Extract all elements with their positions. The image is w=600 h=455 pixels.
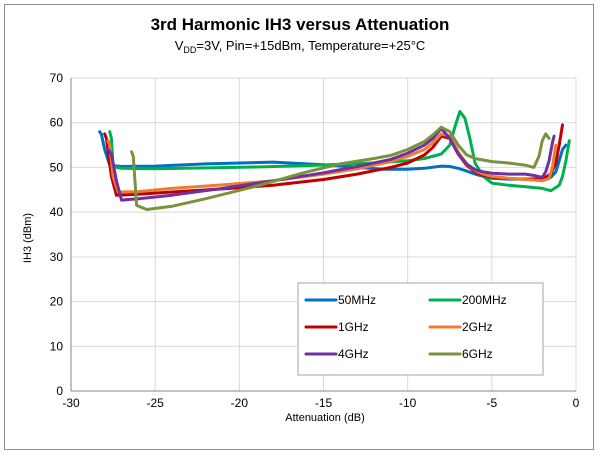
y-axis-title: IH3 (dBm)	[22, 213, 34, 263]
x-tick-label-6: 0	[573, 396, 580, 410]
series-line-2GHz	[106, 132, 558, 194]
series-line-200MHz	[108, 110, 571, 193]
legend: 50MHz 200MHz 1GHz 2GHz 4GHz 6GHz	[297, 282, 544, 376]
y-tick-label-7: 70	[50, 71, 64, 85]
y-tick-label-6: 60	[50, 116, 64, 130]
tick-labels: -30 -25 -20 -15 -10 -5 0 0 10 20 30 40 50 60 70	[50, 71, 580, 410]
chart: 3rd Harmonic IH3 versus Attenuation VDD=…	[22, 15, 580, 424]
subtitle-subscript: DD	[183, 45, 196, 55]
x-axis-title: Attenuation (dB)	[285, 412, 365, 424]
y-tick-label-4: 40	[50, 205, 64, 219]
legend-label-50MHz: 50MHz	[338, 293, 376, 307]
legend-label-6GHz: 6GHz	[462, 347, 493, 361]
chart-frame: 3rd Harmonic IH3 versus Attenuation VDD=…	[4, 4, 594, 450]
x-tick-label-2: -20	[231, 396, 249, 410]
chart-title: 3rd Harmonic IH3 versus Attenuation	[151, 15, 450, 34]
legend-box	[297, 282, 544, 376]
legend-label-1GHz: 1GHz	[338, 320, 369, 334]
plot-area	[98, 110, 571, 211]
legend-label-200MHz: 200MHz	[462, 293, 507, 307]
y-tick-label-2: 20	[50, 295, 64, 309]
y-tick-label-3: 30	[50, 250, 64, 264]
y-tick-label-1: 10	[50, 339, 64, 353]
subtitle-rest: =3V, Pin=+15dBm, Temperature=+25°C	[196, 38, 425, 53]
x-tick-label-1: -25	[146, 396, 164, 410]
y-tick-label-5: 50	[50, 160, 64, 174]
x-tick-label-3: -15	[315, 396, 333, 410]
y-tick-label-0: 0	[56, 384, 63, 398]
legend-label-4GHz: 4GHz	[338, 347, 369, 361]
x-tick-label-4: -10	[399, 396, 417, 410]
x-tick-label-0: -30	[62, 396, 80, 410]
subtitle-prefix: V	[175, 38, 184, 53]
chart-subtitle: VDD=3V, Pin=+15dBm, Temperature=+25°C	[175, 38, 426, 55]
legend-label-2GHz: 2GHz	[462, 320, 493, 334]
axes	[70, 78, 576, 392]
series-line-6GHz	[130, 125, 551, 211]
x-tick-label-5: -5	[486, 396, 497, 410]
